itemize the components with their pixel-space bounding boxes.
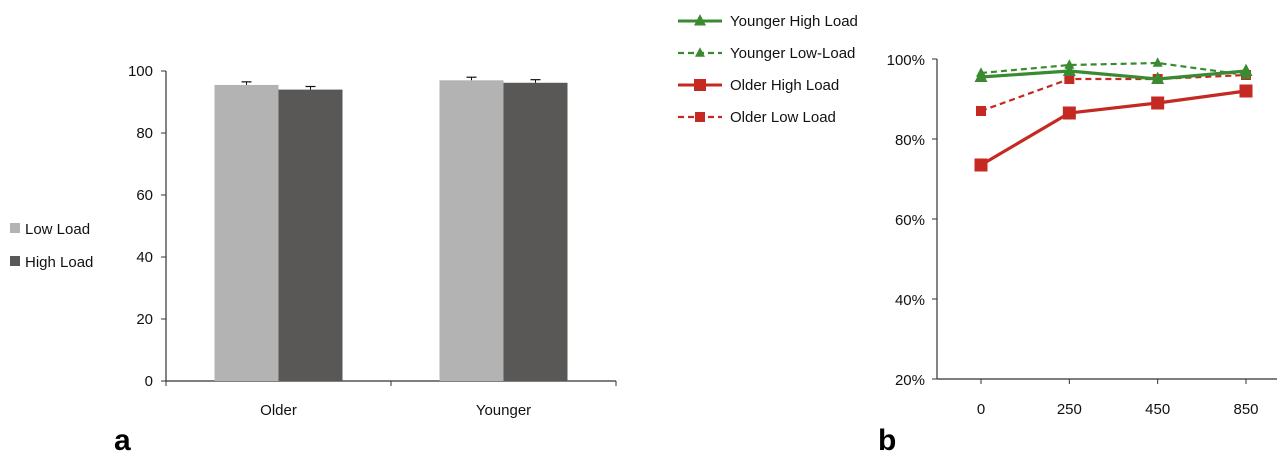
panel-a-legend-label: Low Load bbox=[25, 221, 90, 238]
panel-b-marker-triangle bbox=[1062, 63, 1076, 76]
panel-b-ytick-label: 80% bbox=[895, 132, 925, 149]
panel-b-marker-triangle bbox=[694, 14, 706, 26]
panel-a-ytick-label: 80 bbox=[136, 125, 153, 142]
panel-b-xtick-label: 850 bbox=[1233, 401, 1258, 418]
panel-a-bar-chart: 0 20 40 60 80 100 Older Younger Low Load High L… bbox=[10, 63, 617, 452]
panel-b-marker-triangle bbox=[1064, 59, 1075, 69]
panel-a-ytick-label: 20 bbox=[136, 311, 153, 328]
panel-a-legend-swatch bbox=[10, 223, 20, 233]
panel-b-ytick-label: 60% bbox=[895, 212, 925, 229]
panel-b-series-line bbox=[980, 89, 1247, 167]
panel-b-marker-triangle bbox=[1241, 69, 1251, 79]
panel-b-xtick-label: 450 bbox=[1145, 401, 1170, 418]
panel-a-bar bbox=[503, 82, 568, 381]
panel-a-ytick-label: 0 bbox=[145, 373, 153, 390]
panel-b-marker-square bbox=[1151, 96, 1165, 110]
panel-b-series-line bbox=[980, 69, 1247, 81]
panel-a-label: a bbox=[114, 424, 131, 452]
panel-a-ytick-label: 60 bbox=[136, 187, 153, 204]
panel-a-bar bbox=[439, 80, 504, 382]
panel-a-legend-swatch bbox=[10, 256, 20, 266]
panel-b-ytick-label: 40% bbox=[895, 292, 925, 309]
panel-b-marker-square bbox=[974, 158, 988, 172]
panel-b-xtick-label: 250 bbox=[1057, 401, 1082, 418]
panel-b-legend-label: Older Low Load bbox=[730, 109, 836, 126]
panel-b-marker-square bbox=[694, 79, 706, 91]
panel-a-ytick-label: 100 bbox=[128, 63, 153, 80]
panel-b-ytick-label: 20% bbox=[895, 372, 925, 389]
panel-a-xtick-label: Younger bbox=[476, 402, 531, 419]
panel-b-marker-triangle bbox=[976, 67, 986, 77]
panel-b-marker-square bbox=[1239, 84, 1253, 98]
panel-b-marker-triangle bbox=[695, 47, 705, 57]
panel-b-label: b bbox=[878, 424, 896, 452]
panel-b-legend-label: Younger High Load bbox=[730, 13, 858, 30]
panel-b-series-line bbox=[980, 61, 1247, 77]
panel-b-marker-square bbox=[1062, 106, 1076, 120]
panel-b-xtick-label: 0 bbox=[977, 401, 985, 418]
panel-b-legend-label: Older High Load bbox=[730, 77, 839, 94]
panel-b-marker-square bbox=[976, 106, 986, 116]
panel-a-legend-label: High Load bbox=[25, 254, 93, 271]
panel-a-bar bbox=[278, 89, 343, 381]
panel-b-legend-label: Younger Low-Load bbox=[730, 45, 855, 62]
panel-b-series-line bbox=[980, 73, 1247, 113]
panel-a-ytick-label: 40 bbox=[136, 249, 153, 266]
panel-b-marker-triangle bbox=[1152, 57, 1163, 67]
panel-a-bar bbox=[214, 84, 279, 381]
panel-b-marker-square bbox=[695, 112, 705, 122]
panel-b-ytick-label: 100% bbox=[887, 52, 925, 69]
panel-a-xtick-label: Older bbox=[260, 402, 297, 419]
panel-b-marker-triangle bbox=[1151, 71, 1165, 84]
panel-b-marker-square bbox=[1064, 74, 1075, 84]
panel-b-line-chart: 20% 40% 60% 80% 100% 0 250 450 850 Younger High… bbox=[678, 13, 1277, 452]
